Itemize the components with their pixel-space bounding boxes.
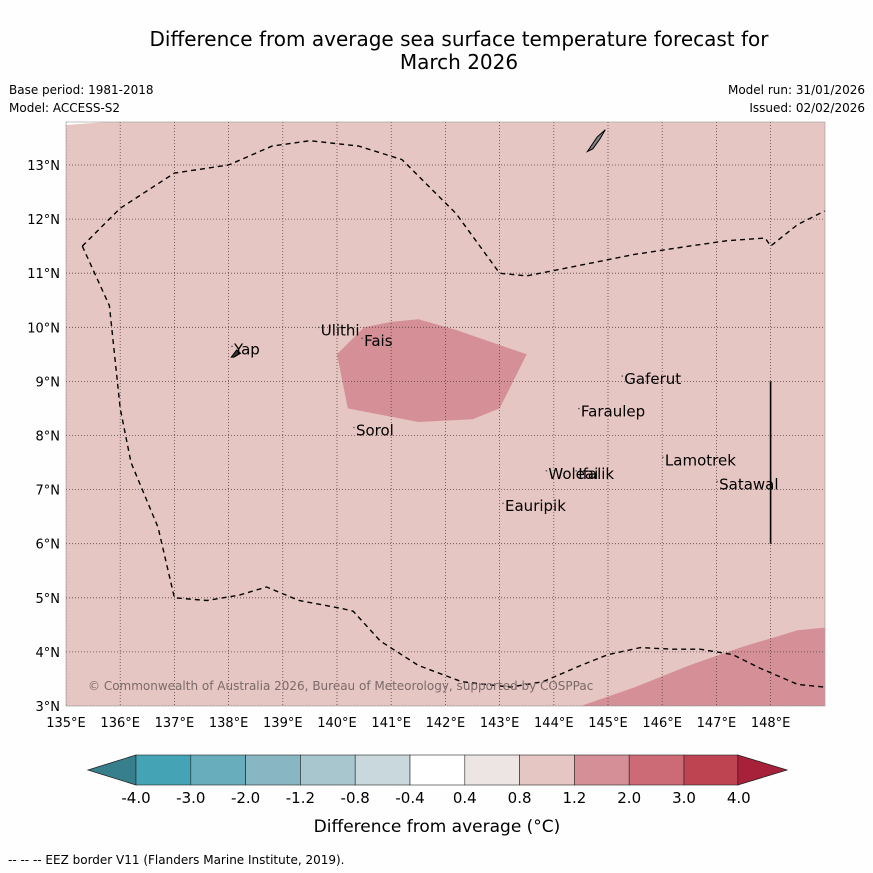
place-marker xyxy=(575,469,577,472)
lat-tick-label: 6°N xyxy=(36,538,61,553)
colorbar-tick-label: -3.0 xyxy=(176,789,205,807)
place-label-satawal: Satawal xyxy=(719,476,778,494)
map-frame xyxy=(65,121,826,707)
lat-tick-label: 8°N xyxy=(36,430,61,445)
island-guam-shape xyxy=(585,129,606,153)
title-line-2: March 2026 xyxy=(399,50,519,74)
eez-legend-note: -- -- -- EEZ border V11 (Flanders Marine… xyxy=(8,853,345,867)
place-marker xyxy=(353,426,355,429)
colorbar-bin xyxy=(135,754,192,786)
lat-tick-label: 12°N xyxy=(27,213,60,228)
lon-tick-label: 138°E xyxy=(209,716,249,731)
colorbar-tick-label: 3.0 xyxy=(672,789,696,807)
colorbar-tick-label: -0.8 xyxy=(341,789,370,807)
warm-anomaly-patch-southeast xyxy=(580,627,825,706)
lat-tick-label: 4°N xyxy=(36,646,61,661)
place-marker xyxy=(502,502,504,505)
model-name: Model: ACCESS-S2 xyxy=(9,101,121,115)
colorbar-bin xyxy=(683,754,739,786)
lon-tick-label: 146°E xyxy=(642,716,682,731)
title-line-1: Difference from average sea surface temp… xyxy=(149,27,769,51)
issued-date: Issued: 02/02/2026 xyxy=(749,101,865,115)
place-marker xyxy=(716,480,718,483)
lon-tick-label: 137°E xyxy=(155,716,195,731)
colorbar-bin xyxy=(574,754,630,786)
colorbar-tick-label: -4.0 xyxy=(121,789,150,807)
colorbar-tick-label: -0.4 xyxy=(395,789,424,807)
place-label-ulithi: Ulithi xyxy=(321,321,360,339)
lat-tick-label: 9°N xyxy=(36,375,61,390)
lon-tick-label: 143°E xyxy=(480,716,520,731)
eez-border-north xyxy=(81,139,825,277)
place-marker xyxy=(662,456,664,459)
colorbar-tick-label: 0.4 xyxy=(453,789,477,807)
place-label-gaferut: Gaferut xyxy=(624,370,681,388)
place-label-yap: Yap xyxy=(233,340,260,358)
lat-tick-label: 5°N xyxy=(36,592,61,607)
lat-tick-label: 7°N xyxy=(36,484,61,499)
place-marker xyxy=(361,337,363,340)
base-period: Base period: 1981-2018 xyxy=(9,83,154,97)
place-marker xyxy=(621,375,624,377)
colorbar-bin xyxy=(190,754,246,786)
colorbar-tick-label: 4.0 xyxy=(727,789,751,807)
eez-border-south xyxy=(81,245,825,688)
warm-anomaly-patch-center xyxy=(337,319,527,422)
place-marker xyxy=(231,345,233,348)
colorbar-tick-label: -2.0 xyxy=(231,789,260,807)
lon-tick-label: 148°E xyxy=(751,716,791,731)
colorbar-bin xyxy=(519,754,575,786)
meta-right: Model run: 31/01/2026 Issued: 02/02/2026 xyxy=(728,81,865,117)
place-label-sorol: Sorol xyxy=(356,422,394,440)
colorbar-over-arrow xyxy=(737,754,789,786)
model-run: Model run: 31/01/2026 xyxy=(727,83,865,97)
lon-tick-label: 144°E xyxy=(534,716,574,731)
lat-tick-label: 10°N xyxy=(27,321,60,336)
colorbar-bin xyxy=(464,754,520,786)
place-label-ifalik: Ifalik xyxy=(578,465,614,483)
lat-tick-label: 13°N xyxy=(27,159,60,174)
colorbar-bin xyxy=(409,754,466,786)
colorbar-bin xyxy=(628,754,685,786)
lon-tick-label: 139°E xyxy=(263,716,303,731)
place-label-eauripik: Eauripik xyxy=(505,497,566,515)
place-label-woleai: Woleai xyxy=(548,465,598,483)
lon-tick-label: 140°E xyxy=(317,716,357,731)
copyright-notice: © Commonwealth of Australia 2026, Bureau… xyxy=(88,679,593,693)
place-marker xyxy=(545,469,548,472)
colorbar-bin xyxy=(354,754,411,786)
lat-tick-label: 11°N xyxy=(27,267,60,282)
chart-title: Difference from average sea surface temp… xyxy=(60,28,858,74)
meta-left: Base period: 1981-2018 Model: ACCESS-S2 xyxy=(9,81,154,117)
colorbar-under-arrow xyxy=(86,754,137,786)
colorbar-tick-label: 1.2 xyxy=(562,789,586,807)
lat-tick-label: 3°N xyxy=(36,700,61,715)
lon-tick-label: 145°E xyxy=(588,716,628,731)
lon-tick-label: 141°E xyxy=(371,716,411,731)
lon-tick-label: 142°E xyxy=(426,716,466,731)
colorbar-tick-label: 2.0 xyxy=(617,789,641,807)
colorbar-axis-label: Difference from average (°C) xyxy=(314,817,561,837)
colorbar-tick-label: 0.8 xyxy=(508,789,532,807)
lon-tick-label: 135°E xyxy=(46,716,86,731)
place-marker xyxy=(578,407,580,410)
island-yap-shape xyxy=(230,349,242,358)
place-label-fais: Fais xyxy=(364,332,393,350)
place-label-lamotrek: Lamotrek xyxy=(665,451,736,469)
place-marker xyxy=(317,326,320,329)
lon-tick-label: 147°E xyxy=(697,716,737,731)
no-data-sliver xyxy=(66,122,106,125)
colorbar-bin xyxy=(245,754,301,786)
lon-tick-label: 136°E xyxy=(100,716,140,731)
colorbar-tick-label: -1.2 xyxy=(286,789,315,807)
place-label-faraulep: Faraulep xyxy=(581,403,645,421)
colorbar-bin xyxy=(300,754,356,786)
